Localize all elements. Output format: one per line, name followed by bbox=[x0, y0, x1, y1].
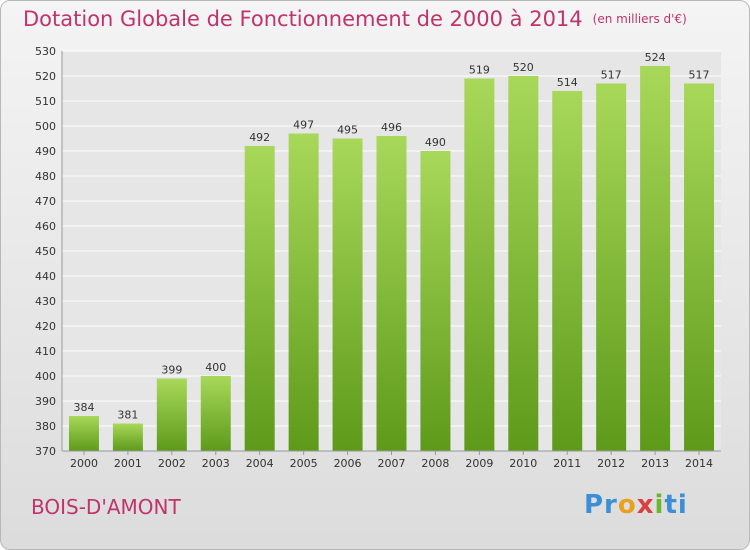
x-tick-label-2002: 2002 bbox=[158, 457, 186, 470]
bar-2014 bbox=[684, 83, 715, 451]
x-tick-label-2006: 2006 bbox=[334, 457, 362, 470]
bar-2007 bbox=[376, 136, 407, 451]
x-tick-label-2000: 2000 bbox=[70, 457, 98, 470]
value-label-2009: 519 bbox=[469, 64, 490, 77]
x-tick-label-2010: 2010 bbox=[509, 457, 537, 470]
value-label-2012: 517 bbox=[601, 69, 622, 82]
x-tick-label-2001: 2001 bbox=[114, 457, 142, 470]
x-tick-label-2005: 2005 bbox=[290, 457, 318, 470]
bar-2008 bbox=[420, 151, 451, 451]
value-label-2007: 496 bbox=[381, 121, 402, 134]
bar-2010 bbox=[508, 76, 539, 451]
x-tick-label-2012: 2012 bbox=[597, 457, 625, 470]
x-tick-label-2008: 2008 bbox=[421, 457, 449, 470]
value-label-2014: 517 bbox=[689, 69, 710, 82]
city-name: BOIS-D'AMONT bbox=[31, 495, 181, 519]
x-tick-label-2004: 2004 bbox=[246, 457, 274, 470]
x-tick-label-2014: 2014 bbox=[685, 457, 713, 470]
y-tick-label: 480 bbox=[35, 170, 56, 183]
value-label-2011: 514 bbox=[557, 76, 578, 89]
value-label-2002: 399 bbox=[161, 364, 182, 377]
value-label-2005: 497 bbox=[293, 119, 314, 132]
value-label-2008: 490 bbox=[425, 136, 446, 149]
x-tick-label-2009: 2009 bbox=[465, 457, 493, 470]
y-tick-label: 410 bbox=[35, 345, 56, 358]
y-tick-label: 400 bbox=[35, 370, 56, 383]
y-tick-label: 430 bbox=[35, 295, 56, 308]
bar-2011 bbox=[552, 91, 583, 451]
y-tick-label: 450 bbox=[35, 245, 56, 258]
y-tick-label: 380 bbox=[35, 420, 56, 433]
bar-2005 bbox=[288, 133, 319, 451]
chart-unit: (en milliers d'€) bbox=[592, 12, 687, 26]
y-tick-label: 500 bbox=[35, 120, 56, 133]
y-tick-label: 470 bbox=[35, 195, 56, 208]
value-label-2004: 492 bbox=[249, 131, 270, 144]
value-label-2003: 400 bbox=[205, 361, 226, 374]
y-tick-label: 370 bbox=[35, 445, 56, 458]
value-label-2000: 384 bbox=[73, 401, 94, 414]
value-label-2013: 524 bbox=[645, 51, 666, 64]
bar-2001 bbox=[112, 423, 143, 451]
value-label-2010: 520 bbox=[513, 61, 534, 74]
y-tick-label: 490 bbox=[35, 145, 56, 158]
bar-2006 bbox=[332, 138, 363, 451]
y-tick-label: 530 bbox=[35, 45, 56, 58]
bar-2000 bbox=[68, 416, 99, 451]
y-tick-label: 510 bbox=[35, 95, 56, 108]
bar-2003 bbox=[200, 376, 231, 451]
chart-title: Dotation Globale de Fonctionnement de 20… bbox=[23, 7, 687, 31]
bar-2012 bbox=[596, 83, 627, 451]
x-tick-label-2007: 2007 bbox=[378, 457, 406, 470]
x-tick-label-2013: 2013 bbox=[641, 457, 669, 470]
value-label-2006: 495 bbox=[337, 124, 358, 137]
bar-2004 bbox=[244, 146, 275, 451]
bar-2013 bbox=[640, 66, 671, 451]
bar-2002 bbox=[156, 378, 187, 451]
x-tick-label-2003: 2003 bbox=[202, 457, 230, 470]
bar-2009 bbox=[464, 78, 495, 451]
chart-title-text: Dotation Globale de Fonctionnement de 20… bbox=[23, 7, 583, 31]
proxiti-logo: Proxiti bbox=[584, 490, 688, 520]
x-tick-label-2011: 2011 bbox=[553, 457, 581, 470]
value-label-2001: 381 bbox=[117, 409, 138, 422]
y-tick-label: 520 bbox=[35, 70, 56, 83]
y-tick-label: 390 bbox=[35, 395, 56, 408]
y-tick-label: 420 bbox=[35, 320, 56, 333]
y-tick-label: 440 bbox=[35, 270, 56, 283]
y-tick-label: 460 bbox=[35, 220, 56, 233]
